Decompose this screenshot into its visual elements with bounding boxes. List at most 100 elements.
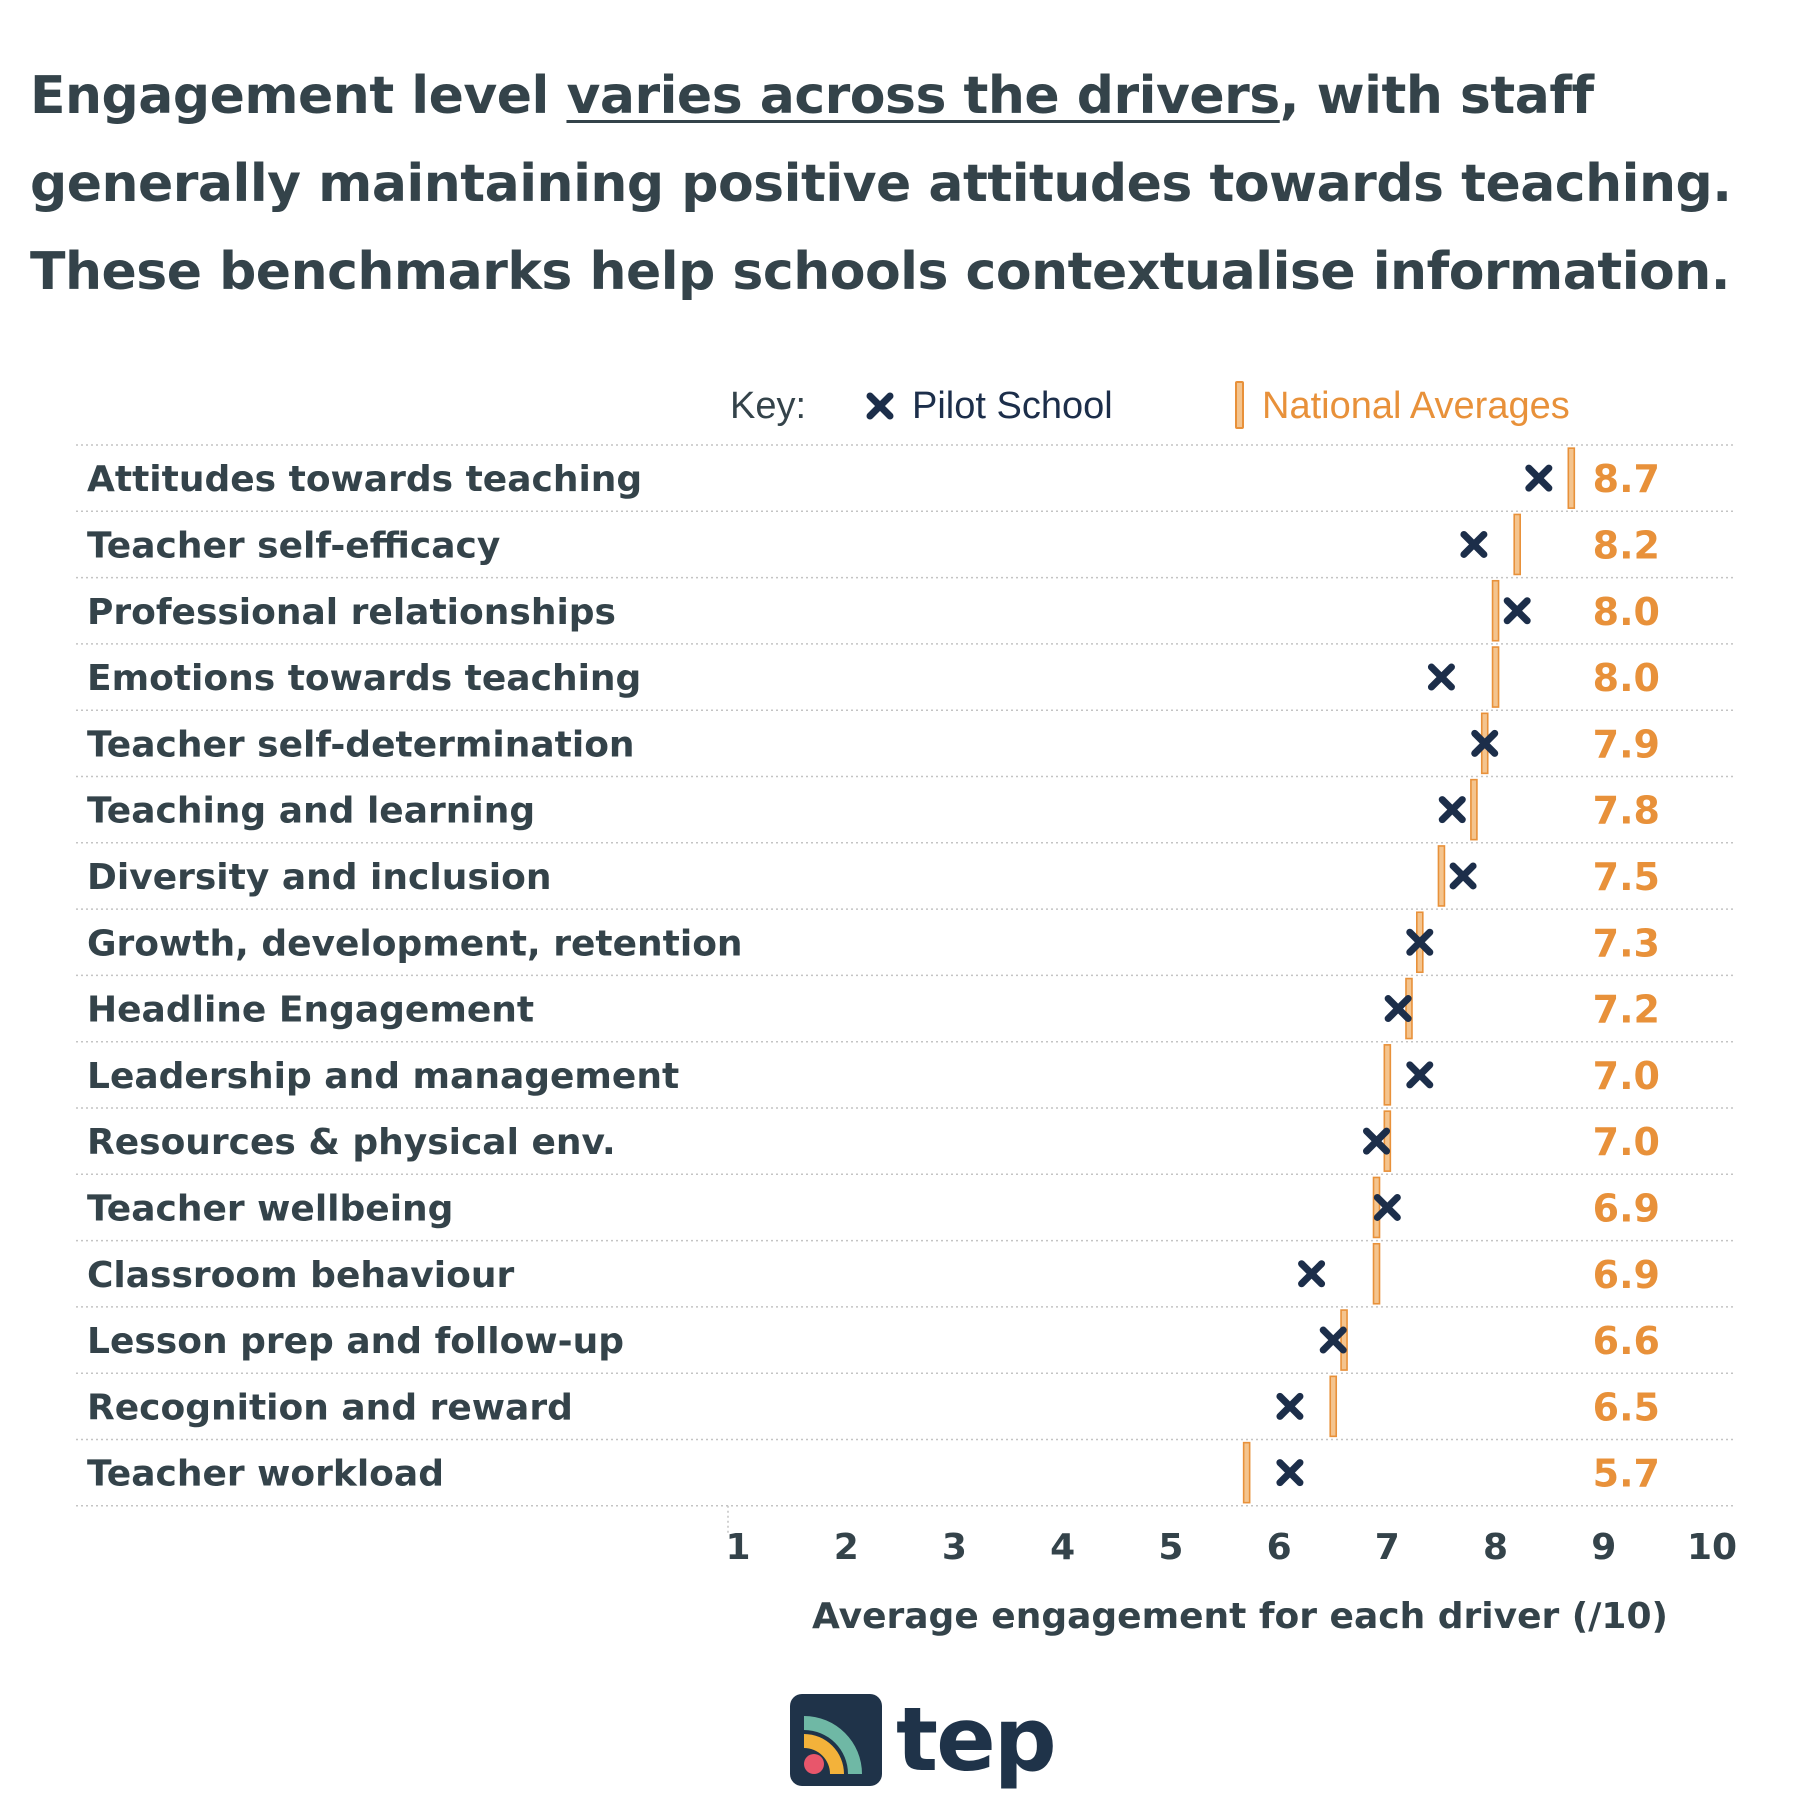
national-value-label: 5.7 [1593, 1452, 1660, 1496]
national-average-bar [1372, 1242, 1381, 1305]
national-value-label: 6.9 [1593, 1186, 1660, 1230]
national-value-label: 8.0 [1593, 656, 1660, 700]
chart-row: Emotions towards teaching 8.0 [87, 646, 1660, 708]
chart-row: Headline Engagement 7.2 [87, 977, 1660, 1040]
national-value-label: 7.8 [1593, 789, 1660, 833]
chart-row: Teaching and learning 7.8 [87, 778, 1660, 841]
pilot-school-marker [1276, 1392, 1304, 1420]
row-label: Growth, development, retention [87, 923, 743, 964]
pilot-school-marker [1406, 1061, 1434, 1089]
legend-pilot-cross [866, 392, 894, 420]
x-tick-label: 8 [1483, 1527, 1508, 1568]
pilot-school-marker [1384, 995, 1412, 1023]
chart-row: Lesson prep and follow-up 6.6 [87, 1309, 1660, 1371]
pilot-school-marker [1276, 1459, 1304, 1487]
chart-legend: Key: Pilot School National Averages [730, 381, 1570, 429]
national-value-label: 7.2 [1593, 988, 1660, 1032]
national-value-label: 8.0 [1593, 590, 1660, 634]
chart-row: Resources & physical env. 7.0 [87, 1110, 1660, 1172]
row-label: Diversity and inclusion [87, 857, 551, 898]
national-value-label: 7.9 [1593, 722, 1660, 766]
row-label: Leadership and management [87, 1056, 679, 1097]
national-value-label: 7.3 [1593, 921, 1660, 965]
national-average-bar [1242, 1441, 1251, 1504]
x-tick-label: 4 [1050, 1527, 1075, 1568]
pilot-school-marker [1525, 464, 1553, 492]
row-label: Teacher workload [87, 1454, 444, 1495]
chart-row: Growth, development, retention 7.3 [87, 911, 1660, 974]
pilot-school-marker [1503, 597, 1531, 625]
x-tick-label: 7 [1375, 1527, 1400, 1568]
tep-logo-icon [790, 1694, 882, 1786]
chart-row: Diversity and inclusion 7.5 [87, 845, 1660, 907]
row-label: Teacher wellbeing [87, 1188, 453, 1229]
pilot-school-marker [1406, 928, 1434, 956]
x-tick-label: 2 [834, 1527, 859, 1568]
row-label: Resources & physical env. [87, 1122, 616, 1163]
pilot-school-marker [1438, 796, 1466, 824]
national-average-bar [1329, 1375, 1338, 1438]
national-average-bar [1372, 1176, 1381, 1239]
pilot-school-marker [1298, 1260, 1326, 1288]
headline-part-1: Engagement level [30, 66, 567, 126]
national-value-label: 6.9 [1593, 1253, 1660, 1297]
pilot-school-marker [1471, 729, 1499, 757]
row-label: Professional relationships [87, 592, 616, 633]
x-tick-label: 3 [942, 1527, 967, 1568]
chart-row: Professional relationships 8.0 [87, 579, 1660, 642]
chart-rows: Attitudes towards teaching 8.7 Teacher sel… [87, 447, 1660, 1504]
national-average-bar [1491, 646, 1500, 708]
national-average-bar [1340, 1309, 1348, 1371]
row-label: Headline Engagement [87, 990, 534, 1031]
x-tick-label: 9 [1591, 1527, 1616, 1568]
chart-row: Classroom behaviour 6.9 [87, 1242, 1660, 1305]
row-label: Teacher self-efficacy [87, 525, 500, 566]
national-average-bar [1383, 1110, 1392, 1172]
national-value-label: 6.6 [1593, 1319, 1660, 1363]
pilot-school-marker [1363, 1127, 1391, 1155]
pilot-school-marker [1449, 862, 1477, 890]
chart-row: Teacher self-determination 7.9 [87, 712, 1660, 775]
chart-row: Attitudes towards teaching 8.7 [87, 447, 1660, 509]
x-tick-label: 6 [1267, 1527, 1292, 1568]
row-label: Teacher self-determination [87, 724, 635, 765]
national-value-label: 6.5 [1593, 1385, 1660, 1429]
x-tick-label: 10 [1687, 1527, 1737, 1568]
row-label: Teaching and learning [87, 791, 535, 832]
brand-name: tep [896, 1688, 1057, 1791]
row-label: Attitudes towards teaching [87, 459, 642, 500]
headline-underlined: varies across the drivers [566, 66, 1280, 126]
national-average-bar [1470, 778, 1478, 841]
national-value-label: 8.7 [1593, 457, 1660, 501]
x-axis-title: Average engagement for each driver (/10) [812, 1596, 1668, 1637]
row-label: Emotions towards teaching [87, 658, 641, 699]
x-axis-ticks: 1 2 3 4 5 6 7 8 9 10 [725, 1527, 1737, 1568]
chart-row: Teacher workload 5.7 [87, 1441, 1660, 1504]
headline-part-2: , with staff generally maintaining posit… [30, 66, 1732, 302]
chart-row: Teacher wellbeing 6.9 [87, 1176, 1660, 1239]
row-label: Recognition and reward [87, 1387, 573, 1428]
pilot-school-marker [1427, 663, 1455, 691]
national-average-bar [1437, 845, 1446, 907]
pilot-school-marker [1319, 1326, 1347, 1354]
row-label: Classroom behaviour [87, 1255, 514, 1296]
national-value-label: 7.5 [1593, 855, 1660, 899]
chart-row: Recognition and reward 6.5 [87, 1375, 1660, 1438]
legend-key-label: Key: [730, 385, 806, 427]
national-average-bar [1513, 513, 1521, 576]
row-label: Lesson prep and follow-up [87, 1321, 624, 1362]
chart-row: Leadership and management 7.0 [87, 1044, 1660, 1106]
pilot-school-marker [1373, 1193, 1401, 1221]
headline: Engagement level varies across the drive… [30, 52, 1770, 316]
national-average-bar [1491, 579, 1500, 642]
x-tick-label: 5 [1158, 1527, 1183, 1568]
legend-national-label: National Averages [1262, 385, 1570, 427]
pilot-school-marker [1460, 530, 1488, 558]
national-average-bar [1405, 977, 1413, 1040]
national-average-bar [1567, 447, 1576, 509]
row-separators [76, 444, 1735, 1534]
national-value-label: 8.2 [1593, 523, 1660, 567]
legend-pilot-marker [866, 392, 894, 420]
national-average-bar [1383, 1044, 1392, 1106]
